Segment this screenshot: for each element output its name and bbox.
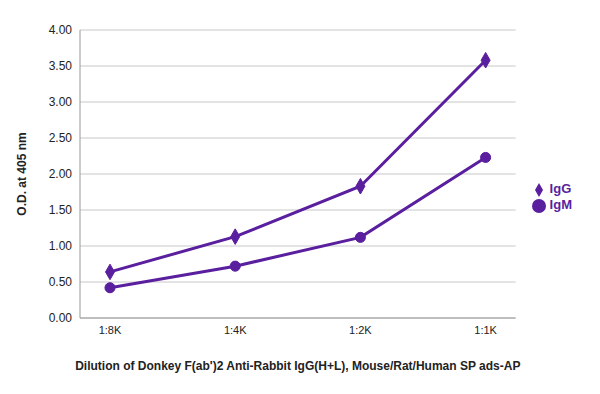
svg-text:Dilution of Donkey F(ab')2 Ant: Dilution of Donkey F(ab')2 Anti-Rabbit I… — [75, 359, 520, 373]
svg-text:1:8K: 1:8K — [99, 324, 122, 336]
svg-text:3.50: 3.50 — [49, 59, 73, 73]
html-text:IgG: IgG — [549, 181, 572, 197]
html-text:IgM: IgM — [549, 197, 572, 212]
svg-text:4.00: 4.00 — [49, 23, 73, 37]
svg-text:0.50: 0.50 — [49, 275, 73, 289]
svg-text:3.00: 3.00 — [49, 95, 73, 109]
svg-text:0.00: 0.00 — [49, 311, 73, 325]
svg-text:2.00: 2.00 — [49, 167, 73, 181]
svg-text:1:4K: 1:4K — [224, 324, 247, 336]
svg-text:1.50: 1.50 — [49, 203, 73, 217]
svg-text:O.D. at 405 nm: O.D. at 405 nm — [15, 132, 29, 215]
svg-text:1.00: 1.00 — [49, 239, 73, 253]
svg-text:1:1K: 1:1K — [474, 324, 497, 336]
svg-text:1:2K: 1:2K — [349, 324, 372, 336]
svg-text:2.50: 2.50 — [49, 131, 73, 145]
